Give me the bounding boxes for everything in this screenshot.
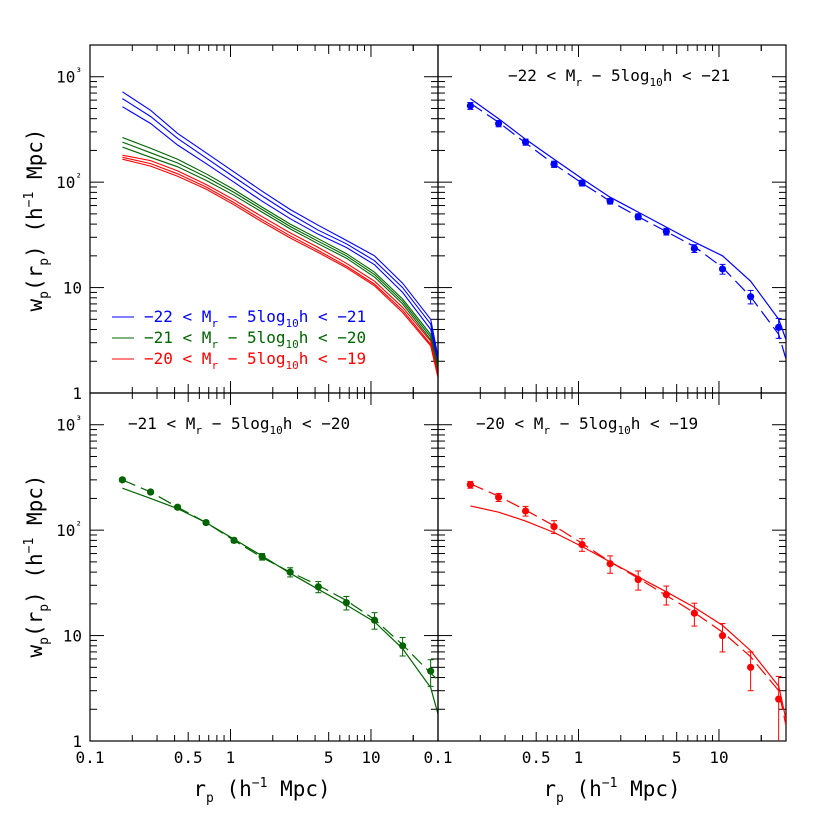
panel-frame bbox=[437, 44, 787, 394]
panel-frame bbox=[437, 392, 787, 742]
x-tick-label: 1 bbox=[226, 748, 236, 767]
x-tick-label: 1 bbox=[574, 748, 584, 767]
y-tick-label: 10 bbox=[63, 279, 82, 298]
plot-area bbox=[122, 91, 438, 378]
panel-title: −20 < Mr − 5log10h < −19 bbox=[476, 414, 698, 437]
data-point bbox=[173, 503, 182, 511]
data-point bbox=[775, 695, 783, 703]
series-line bbox=[122, 98, 438, 362]
series-line bbox=[122, 154, 438, 375]
y-axis-label-top: wp(rp) (h−1 Mpc) bbox=[22, 128, 52, 311]
data-point bbox=[747, 293, 755, 301]
data-point bbox=[466, 481, 474, 489]
legend-entry: −21 < Mr − 5log10h < −20 bbox=[144, 328, 366, 351]
y-tick-label: 10³ bbox=[56, 66, 82, 87]
data-point bbox=[606, 197, 614, 205]
data-point bbox=[550, 523, 558, 531]
x-tick-label: 0.1 bbox=[424, 748, 453, 767]
x-tick-label: 5 bbox=[672, 748, 682, 767]
data-point bbox=[147, 488, 155, 496]
panel-title: −22 < Mr − 5log10h < −21 bbox=[508, 66, 730, 89]
data-point bbox=[286, 568, 294, 576]
data-point bbox=[634, 575, 642, 584]
data-point bbox=[662, 590, 670, 599]
data-point bbox=[466, 102, 474, 110]
panel-frame bbox=[89, 392, 439, 742]
svg-text:wp(rp) (h−1 Mpc): wp(rp) (h−1 Mpc) bbox=[22, 128, 52, 311]
data-point bbox=[690, 244, 698, 253]
x-tick-label: 10 bbox=[361, 748, 380, 767]
panel-bottom-left: 1 10 10² 10³ 0.1 0.5 1 5 10 −21 < Mr − 5log10h < … bbox=[56, 392, 439, 767]
data-point bbox=[550, 160, 558, 168]
y-tick-label: 10² bbox=[56, 519, 82, 540]
series-line bbox=[122, 91, 438, 358]
data-point bbox=[370, 616, 379, 624]
model-line-solid bbox=[122, 487, 438, 715]
x-tick-label: 10 bbox=[709, 748, 728, 767]
data-point bbox=[747, 663, 755, 671]
plot-area bbox=[466, 480, 786, 741]
x-tick-label: 0.5 bbox=[174, 748, 203, 767]
panel-top-left: 1 10 10² 10³ −22 < Mr − 5log10h < −21−21 < M… bbox=[56, 44, 439, 403]
data-point bbox=[521, 138, 530, 146]
model-line-solid bbox=[470, 98, 786, 340]
series-line bbox=[122, 141, 438, 369]
model-line-solid bbox=[470, 505, 786, 720]
model-line-dashed bbox=[470, 483, 786, 726]
data-point bbox=[718, 265, 727, 273]
model-line-dashed bbox=[470, 102, 786, 360]
ticks bbox=[437, 392, 787, 742]
data-point bbox=[230, 536, 238, 544]
data-point bbox=[342, 599, 350, 607]
x-axis-label-left: rp (h−1 Mpc) bbox=[193, 776, 330, 806]
panel-top-right: −22 < Mr − 5log10h < −21 bbox=[437, 44, 787, 394]
x-axis-label-right: rp (h−1 Mpc) bbox=[543, 776, 680, 806]
y-axis-label-bottom: wp(rp) (h−1 Mpc) bbox=[22, 474, 52, 657]
data-point bbox=[578, 540, 586, 549]
x-tick-label: 0.5 bbox=[522, 748, 551, 767]
data-point bbox=[495, 493, 503, 501]
x-tick-label: 5 bbox=[324, 748, 334, 767]
series-line bbox=[122, 106, 438, 364]
data-point bbox=[690, 609, 698, 617]
data-point bbox=[314, 583, 322, 591]
ticks bbox=[437, 44, 787, 394]
y-tick-label: 10² bbox=[56, 171, 82, 192]
data-point bbox=[495, 119, 503, 128]
data-point bbox=[578, 179, 586, 187]
data-point bbox=[202, 518, 210, 527]
model-line-dashed bbox=[122, 479, 438, 681]
data-point bbox=[606, 560, 614, 568]
y-tick-label: 10³ bbox=[56, 414, 82, 435]
y-tick-label: 10 bbox=[63, 627, 82, 646]
svg-text:wp(rp) (h−1 Mpc): wp(rp) (h−1 Mpc) bbox=[22, 474, 52, 657]
data-point bbox=[718, 631, 727, 640]
x-tick-label: 0.1 bbox=[76, 748, 105, 767]
y-tick-label: 1 bbox=[72, 384, 82, 403]
plot-area bbox=[118, 476, 438, 715]
panel-title: −21 < Mr − 5log10h < −20 bbox=[128, 414, 350, 437]
data-point bbox=[662, 227, 670, 236]
y-tick-label: 1 bbox=[72, 732, 82, 751]
ticks bbox=[89, 44, 439, 394]
data-point bbox=[258, 553, 266, 561]
series-line bbox=[122, 146, 438, 372]
data-point bbox=[775, 323, 783, 331]
ticks bbox=[89, 392, 439, 742]
legend-entry: −22 < Mr − 5log10h < −21 bbox=[144, 307, 366, 330]
data-point bbox=[427, 667, 435, 675]
data-point bbox=[118, 476, 126, 484]
legend-entry: −20 < Mr − 5log10h < −19 bbox=[144, 349, 366, 372]
data-point bbox=[634, 213, 642, 221]
plot-area bbox=[466, 98, 786, 360]
series-line bbox=[122, 136, 438, 367]
panel-bottom-right: 0.1 0.5 1 5 10 −20 < Mr − 5log10h < −19 bbox=[424, 392, 787, 767]
data-point bbox=[399, 642, 407, 650]
series-line bbox=[122, 156, 438, 377]
series-line bbox=[122, 158, 438, 378]
data-point bbox=[521, 507, 530, 515]
